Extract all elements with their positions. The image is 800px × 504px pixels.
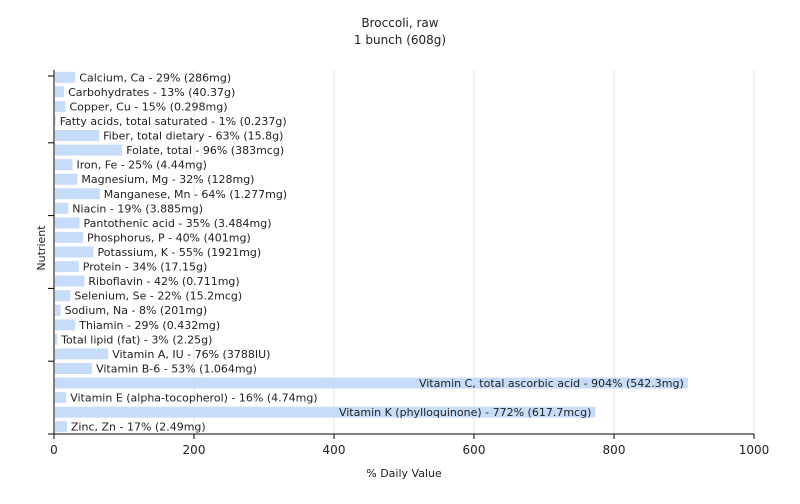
- bar-19: [55, 333, 58, 345]
- bar-18: [55, 319, 76, 331]
- bar-label-11: Pantothenic acid - 35% (3.484mg): [84, 217, 272, 230]
- bar-label-25: Zinc, Zn - 17% (2.49mg): [71, 421, 206, 434]
- bar-label-3: Copper, Cu - 15% (0.298mg): [70, 100, 228, 113]
- bar-label-12: Phosphorus, P - 40% (401mg): [87, 231, 251, 244]
- bar-21: [55, 362, 93, 374]
- y-axis-label: Nutrient: [35, 225, 48, 271]
- bar-label-10: Niacin - 19% (3.885mg): [72, 202, 203, 215]
- bar-label-13: Potassium, K - 55% (1921mg): [98, 246, 262, 259]
- bar-label-5: Fiber, total dietary - 63% (15.8g): [103, 130, 283, 143]
- bar-label-9: Manganese, Mn - 64% (1.277mg): [104, 188, 287, 201]
- bar-7: [55, 159, 73, 171]
- bar-labels: Calcium, Ca - 29% (286mg) Carbohydrates -…: [60, 71, 684, 433]
- chart-title: Broccoli, raw: [361, 16, 438, 30]
- bar-11: [55, 217, 80, 229]
- bar-5: [55, 130, 100, 142]
- bar-label-16: Selenium, Se - 22% (15.2mcg): [74, 290, 242, 303]
- bar-label-15: Riboflavin - 42% (0.711mg): [88, 275, 239, 288]
- bar-1: [55, 71, 76, 83]
- bar-13: [55, 246, 94, 258]
- bar-label-8: Magnesium, Mg - 32% (128mg): [81, 173, 254, 186]
- bar-25: [55, 421, 67, 433]
- x-tick-label-800: 800: [603, 443, 626, 457]
- bar-label-24: Vitamin K (phylloquinone) - 772% (617.7m…: [339, 406, 591, 419]
- bar-label-6: Folate, total - 96% (383mcg): [126, 144, 284, 157]
- bar-8: [55, 173, 78, 185]
- bar-label-19: Total lipid (fat) - 3% (2.25g): [60, 333, 212, 346]
- x-tick-label-0: 0: [50, 443, 58, 457]
- bar-label-2: Carbohydrates - 13% (40.37g): [68, 86, 235, 99]
- bar-label-21: Vitamin B-6 - 53% (1.064mg): [96, 362, 257, 375]
- bar-15: [55, 275, 85, 287]
- bar-9: [55, 188, 100, 200]
- x-tick-label-1000: 1000: [739, 443, 770, 457]
- bar-label-7: Iron, Fe - 25% (4.44mg): [77, 159, 207, 172]
- bar-label-20: Vitamin A, IU - 76% (3788IU): [112, 348, 270, 361]
- bar-22: [55, 377, 688, 389]
- x-axis-label: % Daily Value: [366, 467, 442, 480]
- bar-6: [55, 144, 123, 156]
- bar-label-18: Thiamin - 29% (0.432mg): [78, 319, 220, 332]
- bar-10: [55, 202, 69, 214]
- axes: 0 200 400 600 800 1000: [48, 70, 769, 457]
- bar-14: [55, 261, 79, 273]
- bar-label-4: Fatty acids, total saturated - 1% (0.237…: [60, 115, 287, 128]
- x-tick-label-400: 400: [323, 443, 346, 457]
- bar-label-17: Sodium, Na - 8% (201mg): [65, 304, 208, 317]
- x-tick-label-200: 200: [183, 443, 206, 457]
- bar-12: [55, 231, 83, 243]
- chart-subtitle: 1 bunch (608g): [354, 33, 446, 47]
- bar-17: [55, 304, 61, 316]
- bar-label-22: Vitamin C, total ascorbic acid - 904% (5…: [419, 377, 684, 390]
- x-tick-label-600: 600: [463, 443, 486, 457]
- bar-3: [55, 100, 66, 112]
- bars: [55, 71, 688, 433]
- bar-label-14: Protein - 34% (17.15g): [83, 261, 208, 274]
- bar-2: [55, 86, 65, 98]
- bar-20: [55, 348, 109, 360]
- bar-24: [55, 406, 596, 418]
- bar-16: [55, 290, 71, 302]
- bar-label-1: Calcium, Ca - 29% (286mg): [79, 71, 231, 84]
- grid-lines: [193, 70, 755, 434]
- bar-23: [55, 392, 67, 404]
- bar-4: [55, 115, 56, 127]
- bar-label-23: Vitamin E (alpha-tocopherol) - 16% (4.74…: [70, 392, 317, 405]
